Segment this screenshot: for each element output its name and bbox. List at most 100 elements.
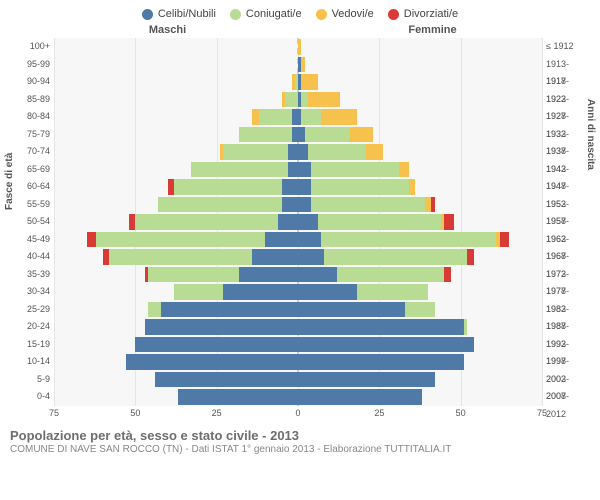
male-half [54, 249, 298, 265]
female-half [298, 179, 542, 195]
bar-seg-con [239, 127, 291, 143]
bar-seg-con [311, 162, 399, 178]
female-half [298, 389, 542, 405]
female-half [298, 337, 542, 353]
bar-seg-cel [298, 354, 464, 370]
bar-seg-cel [298, 162, 311, 178]
bar-seg-con [305, 127, 351, 143]
bar-seg-cel [252, 249, 298, 265]
bar-seg-con [148, 267, 239, 283]
bar-seg-cel [145, 319, 298, 335]
pyramid-row [54, 284, 542, 300]
female-half [298, 162, 542, 178]
pyramid-row [54, 232, 542, 248]
yaxis-left: 100+95-9990-9485-8980-8475-7970-7465-696… [8, 38, 54, 406]
female-half [298, 302, 542, 318]
age-label: 95-99 [8, 56, 54, 74]
pyramid-row [54, 214, 542, 230]
age-label: 15-19 [8, 336, 54, 354]
age-label: 5-9 [8, 371, 54, 389]
pyramid-row [54, 197, 542, 213]
female-half [298, 267, 542, 283]
bar-seg-con [321, 232, 497, 248]
male-half [54, 232, 298, 248]
male-half [54, 74, 298, 90]
age-label: 70-74 [8, 143, 54, 161]
legend: Celibi/NubiliConiugati/eVedovi/eDivorzia… [0, 0, 600, 24]
birth-label: 1978-1982 [542, 283, 592, 301]
bar-seg-cel [298, 249, 324, 265]
age-label: 35-39 [8, 266, 54, 284]
bar-seg-con [223, 144, 288, 160]
footer-subtitle: COMUNE DI NAVE SAN ROCCO (TN) - Dati IST… [10, 444, 590, 455]
bar-seg-ved [308, 92, 341, 108]
bar-seg-con [318, 214, 442, 230]
xtick-label: 0 [295, 408, 300, 418]
pyramid-row [54, 109, 542, 125]
bar-seg-cel [288, 162, 298, 178]
male-half [54, 389, 298, 405]
birth-label: 1993-1997 [542, 336, 592, 354]
birth-label: 1923-1927 [542, 91, 592, 109]
bar-seg-cel [298, 144, 308, 160]
female-half [298, 284, 542, 300]
yaxis-right: ≤ 19121913-19171918-19221923-19271928-19… [542, 38, 592, 406]
female-half [298, 144, 542, 160]
legend-swatch [388, 9, 399, 20]
legend-swatch [142, 9, 153, 20]
age-label: 25-29 [8, 301, 54, 319]
xtick-label: 25 [212, 408, 222, 418]
bar-seg-cel [288, 144, 298, 160]
xtick-label: 50 [456, 408, 466, 418]
birth-label: 1963-1967 [542, 231, 592, 249]
pyramid-row [54, 319, 542, 335]
female-half [298, 57, 542, 73]
bar-seg-div [500, 232, 510, 248]
column-headers: Maschi Femmine [0, 24, 600, 38]
bar-seg-ved [301, 74, 317, 90]
male-half [54, 109, 298, 125]
birth-label: 1938-1942 [542, 143, 592, 161]
bar-seg-cel [298, 319, 464, 335]
bar-seg-cel [298, 302, 405, 318]
legend-swatch [230, 9, 241, 20]
legend-label: Divorziati/e [404, 8, 458, 20]
female-half [298, 197, 542, 213]
pyramid-row [54, 39, 542, 55]
bar-seg-con [405, 302, 434, 318]
pyramid-row [54, 337, 542, 353]
bar-seg-cel [223, 284, 298, 300]
footer: Popolazione per età, sesso e stato civil… [0, 422, 600, 459]
bar-seg-cel [298, 284, 357, 300]
male-half [54, 92, 298, 108]
pyramid-row [54, 267, 542, 283]
male-half [54, 267, 298, 283]
bar-seg-con [158, 197, 282, 213]
birth-label: 1973-1977 [542, 266, 592, 284]
bar-seg-con [311, 197, 425, 213]
xtick-label: 75 [537, 408, 547, 418]
male-half [54, 284, 298, 300]
bar-seg-cel [298, 232, 321, 248]
male-half [54, 319, 298, 335]
plot-area [54, 38, 542, 406]
bar-seg-con [109, 249, 252, 265]
male-half [54, 144, 298, 160]
age-label: 100+ [8, 38, 54, 56]
birth-label: 1958-1962 [542, 213, 592, 231]
age-label: 75-79 [8, 126, 54, 144]
xtick-label: 75 [49, 408, 59, 418]
legend-label: Vedovi/e [332, 8, 374, 20]
gridline [542, 38, 543, 406]
bar-seg-con [308, 144, 367, 160]
male-half [54, 179, 298, 195]
birth-label: 1953-1957 [542, 196, 592, 214]
age-label: 80-84 [8, 108, 54, 126]
bar-seg-cel [298, 337, 474, 353]
bar-seg-con [301, 109, 321, 125]
bar-seg-cel [126, 354, 298, 370]
male-half [54, 337, 298, 353]
pyramid-row [54, 179, 542, 195]
pyramid-row [54, 302, 542, 318]
female-half [298, 372, 542, 388]
